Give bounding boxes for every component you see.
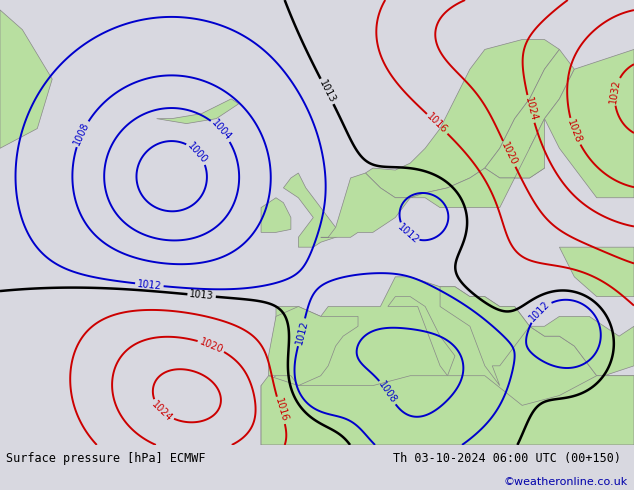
- Text: 1013: 1013: [317, 78, 337, 105]
- Text: 1032: 1032: [609, 78, 622, 104]
- Text: 1028: 1028: [566, 118, 584, 145]
- Polygon shape: [321, 119, 545, 237]
- Polygon shape: [157, 99, 238, 123]
- Polygon shape: [559, 247, 634, 296]
- Text: ©weatheronline.co.uk: ©weatheronline.co.uk: [503, 477, 628, 487]
- Text: 1013: 1013: [189, 290, 214, 301]
- Polygon shape: [261, 198, 291, 232]
- Text: 1012: 1012: [527, 299, 552, 323]
- Text: 1004: 1004: [209, 118, 233, 143]
- Polygon shape: [261, 376, 634, 445]
- Polygon shape: [365, 40, 559, 198]
- Text: 1012: 1012: [294, 319, 309, 345]
- Text: 1008: 1008: [72, 121, 91, 147]
- Polygon shape: [269, 307, 358, 386]
- Text: 1012: 1012: [396, 222, 421, 246]
- Text: Surface pressure [hPa] ECMWF: Surface pressure [hPa] ECMWF: [6, 452, 206, 465]
- Text: 1000: 1000: [186, 140, 209, 165]
- Polygon shape: [261, 277, 634, 445]
- Text: 1016: 1016: [425, 112, 450, 136]
- Polygon shape: [0, 10, 52, 148]
- Polygon shape: [485, 49, 574, 178]
- Polygon shape: [529, 317, 634, 376]
- Text: 1008: 1008: [377, 380, 399, 405]
- Text: 1020: 1020: [500, 141, 519, 167]
- Text: 1024: 1024: [523, 96, 539, 122]
- Polygon shape: [388, 296, 455, 376]
- Text: 1020: 1020: [198, 336, 224, 355]
- Polygon shape: [283, 173, 351, 247]
- Polygon shape: [545, 49, 634, 198]
- Text: Th 03-10-2024 06:00 UTC (00+150): Th 03-10-2024 06:00 UTC (00+150): [393, 452, 621, 465]
- Polygon shape: [440, 287, 529, 386]
- Text: 1024: 1024: [150, 399, 174, 423]
- Text: 1016: 1016: [273, 397, 289, 423]
- Text: 1012: 1012: [136, 279, 162, 291]
